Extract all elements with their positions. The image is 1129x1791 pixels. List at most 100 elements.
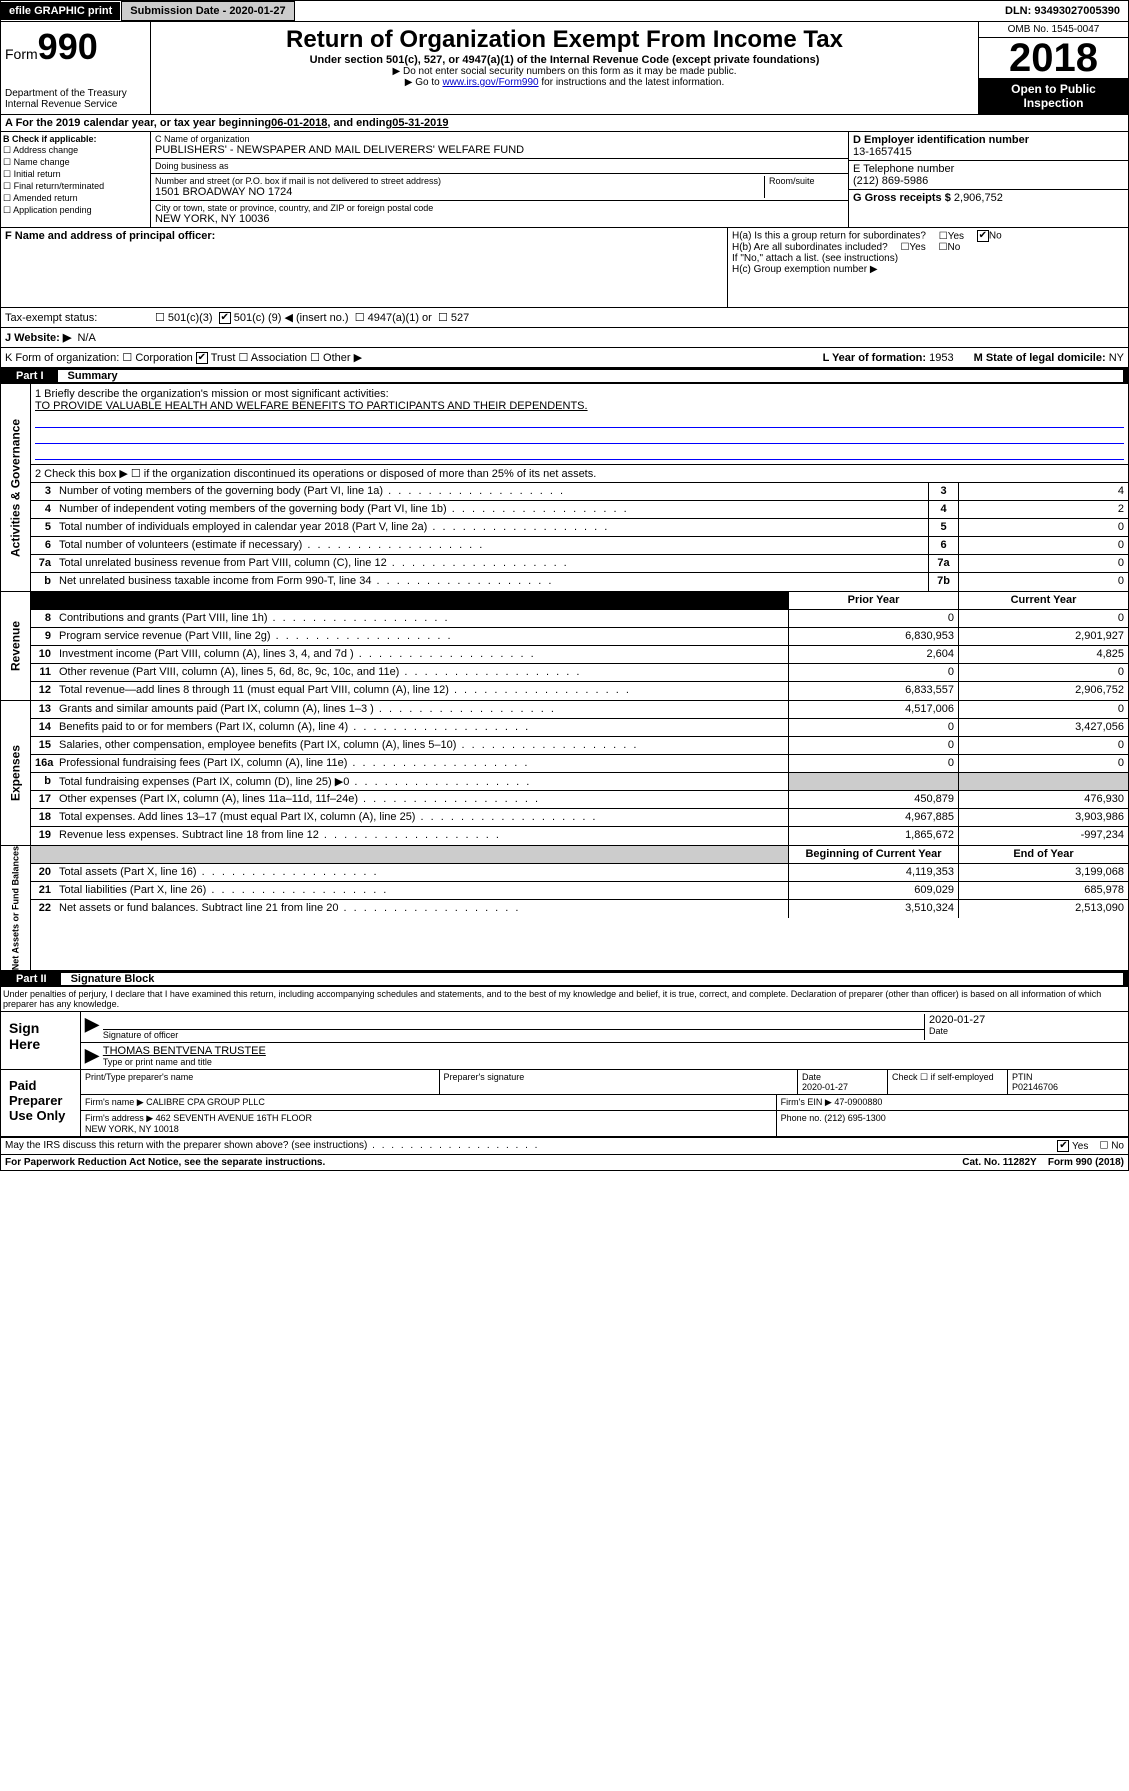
block-de: D Employer identification number 13-1657… — [848, 132, 1128, 227]
chk-name-change[interactable]: ☐ Name change — [3, 157, 148, 168]
mission-block: 1 Briefly describe the organization's mi… — [31, 384, 1128, 465]
subtitle-1: Under section 501(c), 527, or 4947(a)(1)… — [155, 54, 974, 66]
chk-final-return[interactable]: ☐ Final return/terminated — [3, 181, 148, 192]
firm-name: CALIBRE CPA GROUP PLLC — [146, 1097, 265, 1107]
h-b-no[interactable]: ☐No — [939, 242, 961, 253]
addr-label: Number and street (or P.O. box if mail i… — [155, 176, 764, 186]
summary-row: 20Total assets (Part X, line 16)4,119,35… — [31, 864, 1128, 882]
sig-date: 2020-01-27 — [929, 1014, 1124, 1026]
firm-phone: (212) 695-1300 — [824, 1113, 886, 1123]
summary-expenses: Expenses 13Grants and similar amounts pa… — [0, 701, 1129, 846]
h-a-no[interactable]: No — [977, 230, 1002, 242]
phone-value: (212) 869-5986 — [853, 175, 1124, 187]
discuss-no[interactable]: ☐ No — [1099, 1141, 1124, 1152]
org-name: PUBLISHERS' - NEWSPAPER AND MAIL DELIVER… — [155, 144, 844, 156]
street-address: 1501 BROADWAY NO 1724 — [155, 186, 764, 198]
website-row: J Website: ▶ N/A — [0, 328, 1129, 348]
prep-date: 2020-01-27 — [802, 1082, 848, 1092]
summary-row: 6Total number of volunteers (estimate if… — [31, 537, 1128, 555]
website-value: N/A — [77, 332, 95, 344]
summary-row: 15Salaries, other compensation, employee… — [31, 737, 1128, 755]
summary-row: 14Benefits paid to or for members (Part … — [31, 719, 1128, 737]
summary-row: 16aProfessional fundraising fees (Part I… — [31, 755, 1128, 773]
efile-button[interactable]: efile GRAPHIC print — [1, 2, 121, 20]
discuss-yes[interactable]: Yes — [1057, 1141, 1088, 1152]
ptin-label: PTIN — [1012, 1072, 1033, 1082]
chk-address-change[interactable]: ☐ Address change — [3, 145, 148, 156]
prep-date-label: Date — [802, 1072, 821, 1082]
h-b-note: If "No," attach a list. (see instruction… — [732, 253, 1124, 264]
summary-row: 13Grants and similar amounts paid (Part … — [31, 701, 1128, 719]
form-number: Form990 — [5, 26, 146, 68]
status-501c[interactable]: 501(c) (9) ◀ (insert no.) — [219, 311, 349, 324]
officer-label: F Name and address of principal officer: — [5, 230, 215, 242]
declaration-text: Under penalties of perjury, I declare th… — [0, 987, 1129, 1012]
q2-text: 2 Check this box ▶ ☐ if the organization… — [31, 465, 1128, 482]
h-a-label: H(a) Is this a group return for subordin… — [732, 231, 926, 242]
summary-governance: Activities & Governance 1 Briefly descri… — [0, 384, 1129, 592]
part-1-header: Part I Summary — [0, 368, 1129, 384]
kform-other[interactable]: ☐ Other ▶ — [310, 351, 362, 364]
signature-block: Sign Here ▶ Signature of officer 2020-01… — [0, 1012, 1129, 1138]
summary-row: 10Investment income (Part VIII, column (… — [31, 646, 1128, 664]
section-bcde: B Check if applicable: ☐ Address change … — [0, 132, 1129, 228]
prep-name-label: Print/Type preparer's name — [81, 1070, 440, 1094]
kform-trust[interactable]: Trust — [196, 352, 236, 364]
form-title: Return of Organization Exempt From Incom… — [155, 26, 974, 54]
firm-phone-label: Phone no. — [781, 1113, 822, 1123]
vtab-expenses: Expenses — [1, 701, 31, 845]
firm-name-label: Firm's name ▶ — [85, 1097, 144, 1107]
instructions-link[interactable]: www.irs.gov/Form990 — [442, 77, 538, 88]
summary-row: 7aTotal unrelated business revenue from … — [31, 555, 1128, 573]
gross-receipts-value: 2,906,752 — [954, 192, 1003, 204]
chk-initial-return[interactable]: ☐ Initial return — [3, 169, 148, 180]
summary-row: 19Revenue less expenses. Subtract line 1… — [31, 827, 1128, 845]
period-begin: 06-01-2018 — [271, 117, 327, 129]
org-name-label: C Name of organization — [155, 134, 844, 144]
submission-date-button[interactable]: Submission Date - 2020-01-27 — [121, 1, 294, 21]
city-label: City or town, state or province, country… — [155, 203, 844, 213]
h-b-label: H(b) Are all subordinates included? — [732, 242, 888, 253]
dba-label: Doing business as — [155, 161, 844, 171]
prior-year-hdr: Prior Year — [788, 592, 958, 609]
checkboxes-b: B Check if applicable: ☐ Address change … — [1, 132, 151, 227]
sig-date-label: Date — [929, 1026, 1124, 1036]
inspection-badge: Open to Public Inspection — [979, 78, 1128, 114]
h-a-yes[interactable]: ☐Yes — [939, 231, 964, 242]
h-b-yes[interactable]: ☐Yes — [900, 242, 925, 253]
discuss-row: May the IRS discuss this return with the… — [0, 1138, 1129, 1155]
firm-ein: 47-0900880 — [834, 1097, 882, 1107]
kform-corporation[interactable]: ☐ Corporation — [122, 351, 192, 364]
year-formation-value: 1953 — [929, 352, 953, 364]
section-fh: F Name and address of principal officer:… — [0, 228, 1129, 308]
firm-ein-label: Firm's EIN ▶ — [781, 1097, 832, 1107]
end-year-hdr: End of Year — [958, 846, 1128, 863]
dept-label: Department of the Treasury Internal Reve… — [5, 88, 146, 110]
current-year-hdr: Current Year — [958, 592, 1128, 609]
phone-label: E Telephone number — [853, 163, 1124, 175]
year-formation-label: L Year of formation: — [823, 352, 927, 364]
state-domicile-label: M State of legal domicile: — [974, 352, 1106, 364]
status-527[interactable]: ☐ 527 — [438, 311, 469, 324]
sig-officer-label: Signature of officer — [103, 1030, 924, 1040]
status-501c3[interactable]: ☐ 501(c)(3) — [155, 311, 213, 324]
mission-text: TO PROVIDE VALUABLE HEALTH AND WELFARE B… — [35, 400, 1124, 412]
subtitle-2: ▶ Do not enter social security numbers o… — [155, 66, 974, 77]
chk-application-pending[interactable]: ☐ Application pending — [3, 205, 148, 216]
summary-row: 21Total liabilities (Part X, line 26)609… — [31, 882, 1128, 900]
form-ref: Form 990 (2018) — [1048, 1157, 1124, 1168]
catalog-number: Cat. No. 11282Y — [962, 1157, 1036, 1168]
prep-sig-label: Preparer's signature — [440, 1070, 799, 1094]
kform-association[interactable]: ☐ Association — [238, 351, 307, 364]
tax-year: 2018 — [979, 38, 1128, 78]
chk-amended-return[interactable]: ☐ Amended return — [3, 193, 148, 204]
ein-value: 13-1657415 — [853, 146, 1124, 158]
sign-here-label: Sign Here — [1, 1012, 81, 1069]
subtitle-3: ▶ Go to www.irs.gov/Form990 for instruct… — [155, 77, 974, 88]
h-c-label: H(c) Group exemption number ▶ — [732, 264, 1124, 275]
self-employed-check[interactable]: Check ☐ if self-employed — [888, 1070, 1008, 1094]
ptin-value: P02146706 — [1012, 1082, 1058, 1092]
status-4947[interactable]: ☐ 4947(a)(1) or — [355, 311, 432, 324]
vtab-revenue: Revenue — [1, 592, 31, 700]
block-h: H(a) Is this a group return for subordin… — [728, 228, 1128, 307]
